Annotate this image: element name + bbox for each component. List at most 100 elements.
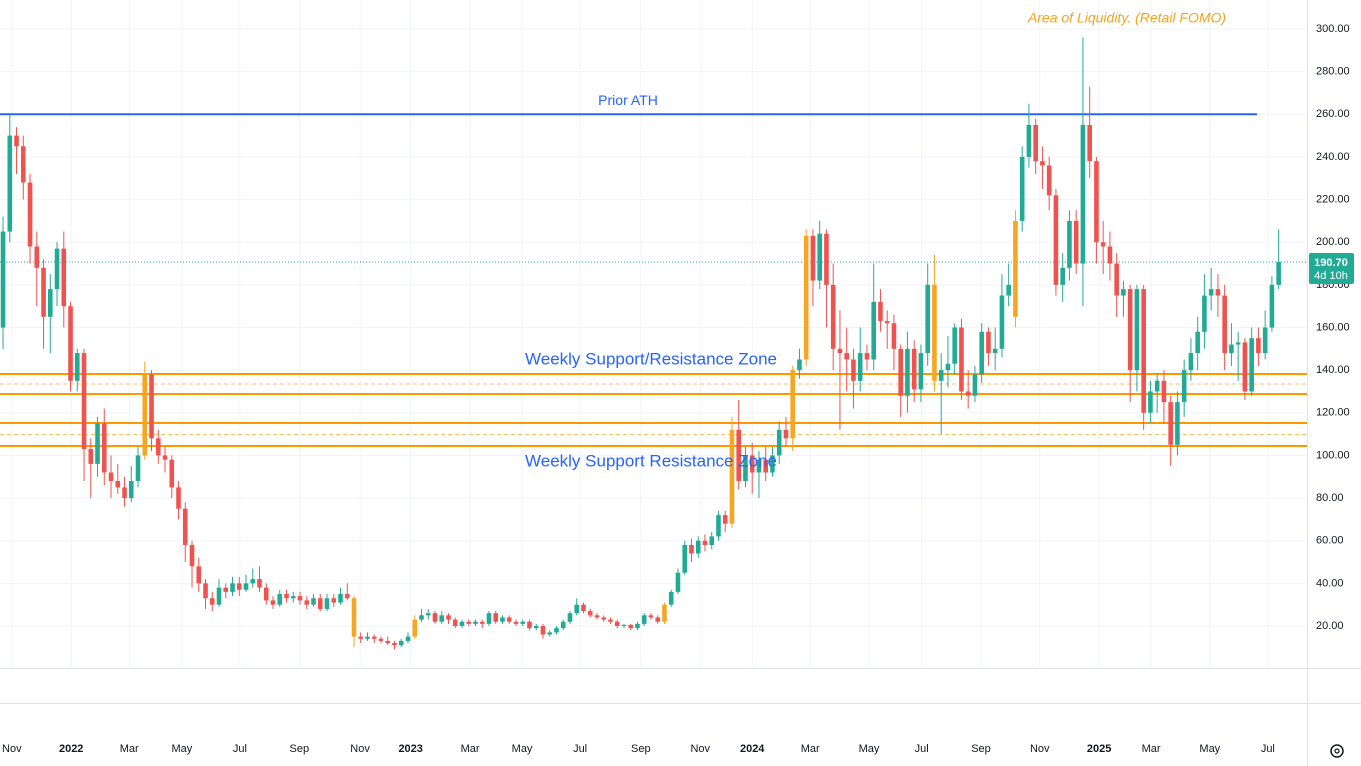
candle-body xyxy=(662,604,667,622)
candle-body xyxy=(115,481,121,488)
candle-body xyxy=(999,295,1005,349)
candle-body xyxy=(682,544,688,573)
candle-body xyxy=(155,438,161,456)
candle-body xyxy=(783,429,789,439)
candle-body xyxy=(290,596,296,599)
candle-body xyxy=(824,233,829,285)
candle-body xyxy=(581,604,586,612)
candle-body xyxy=(1094,161,1099,243)
candle-body xyxy=(209,598,215,605)
candle-body xyxy=(1229,344,1234,354)
candle-body xyxy=(1175,402,1180,445)
candle-body xyxy=(979,331,984,375)
candle-body xyxy=(938,370,944,381)
candle-body xyxy=(425,613,431,616)
x-tick-label: 2023 xyxy=(398,743,422,755)
candle-body xyxy=(567,613,573,622)
candle-body xyxy=(972,374,978,396)
x-tick-label: Mar xyxy=(801,743,820,755)
candle-body xyxy=(945,363,951,371)
candle-body xyxy=(830,284,836,349)
candle-body xyxy=(398,640,404,646)
candle-body xyxy=(1100,242,1106,247)
candle-body xyxy=(446,615,451,620)
candle-body xyxy=(898,348,903,396)
candle-body xyxy=(1067,220,1072,268)
candle-body xyxy=(284,594,289,599)
candle-body xyxy=(108,472,114,482)
candle-body xyxy=(365,636,370,639)
candle-body xyxy=(459,621,465,626)
candle-body xyxy=(736,429,742,482)
candle-body xyxy=(1168,402,1173,445)
candle-body xyxy=(0,231,6,328)
candle-body xyxy=(162,455,168,460)
candle-body xyxy=(41,267,46,317)
x-tick-label: Sep xyxy=(290,743,310,755)
candle-body xyxy=(324,598,330,609)
y-tick-label: 40.00 xyxy=(1316,577,1344,589)
candle-body xyxy=(986,331,991,354)
overlays xyxy=(0,113,1307,448)
candle-body xyxy=(263,587,269,601)
candle-body xyxy=(27,182,33,247)
candle-body xyxy=(506,617,512,622)
zone-label: Weekly Support Resistance Zone xyxy=(525,452,777,471)
candle-body xyxy=(142,374,148,456)
y-tick-label: 100.00 xyxy=(1316,449,1350,461)
y-tick-label: 260.00 xyxy=(1316,108,1350,120)
candle-body xyxy=(905,348,910,396)
candle-body xyxy=(871,301,876,360)
y-tick-label: 20.00 xyxy=(1316,620,1344,632)
candle-body xyxy=(817,233,823,281)
candle-body xyxy=(61,248,67,307)
candle-body xyxy=(243,583,249,590)
candle-body xyxy=(965,391,971,396)
candle-body xyxy=(810,235,816,281)
candle-body xyxy=(601,617,607,620)
candle-body xyxy=(554,628,559,633)
y-tick-label: 300.00 xyxy=(1316,23,1350,35)
candle-body xyxy=(88,449,94,464)
candle-body xyxy=(486,613,492,624)
candle-body xyxy=(770,455,775,473)
candle-body xyxy=(95,423,100,464)
candle-body xyxy=(54,248,60,290)
candle-body xyxy=(34,246,40,268)
settings-icon[interactable] xyxy=(1330,744,1344,758)
y-tick-label: 140.00 xyxy=(1316,364,1350,376)
candle-body xyxy=(628,624,634,629)
candle-body xyxy=(223,587,229,592)
x-tick-label: Nov xyxy=(2,743,22,755)
candle-body xyxy=(520,621,526,624)
candle-body xyxy=(1269,284,1275,328)
candle-body xyxy=(756,459,762,473)
candle-body xyxy=(668,591,674,605)
candle-body xyxy=(432,613,438,622)
candle-body xyxy=(68,306,73,381)
candle-body xyxy=(378,638,384,641)
candle-body xyxy=(1242,342,1248,392)
candle-body xyxy=(14,135,19,147)
candle-body xyxy=(587,611,593,616)
candle-body xyxy=(884,321,890,324)
candle-body xyxy=(1181,370,1187,403)
candle-body xyxy=(1060,267,1065,285)
candle-body xyxy=(837,348,843,354)
candle-body xyxy=(1121,289,1126,296)
candle-body xyxy=(473,621,478,624)
candle-body xyxy=(729,429,735,524)
candle-body xyxy=(1026,124,1032,157)
candle-body xyxy=(311,598,316,605)
x-tick-label: 2022 xyxy=(59,743,83,755)
candle-body xyxy=(1046,165,1052,196)
y-tick-label: 60.00 xyxy=(1316,535,1344,547)
candle-body xyxy=(297,596,303,601)
candle-body xyxy=(844,353,849,360)
x-tick-label: Jul xyxy=(573,743,587,755)
candle-body xyxy=(7,135,13,232)
candle-body xyxy=(1134,289,1140,371)
candle-body xyxy=(1161,380,1167,403)
candle-body xyxy=(864,353,870,360)
candle-body xyxy=(338,594,343,603)
